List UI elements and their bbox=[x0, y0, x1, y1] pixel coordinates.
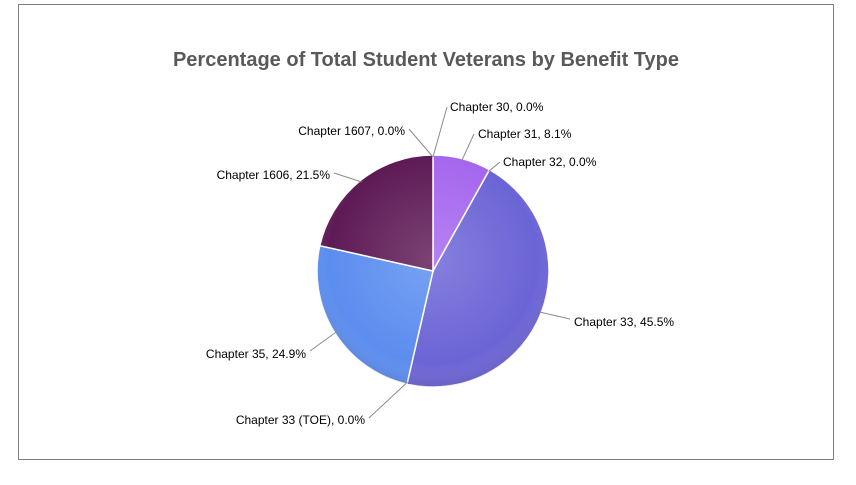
leader-line-chapter-33 bbox=[539, 311, 571, 320]
leader-line-chapter-1607 bbox=[408, 128, 434, 158]
leader-line-chapter-30 bbox=[432, 106, 448, 158]
data-label-chapter-32: Chapter 32, 0.0% bbox=[503, 155, 597, 169]
chart-title: Percentage of Total Student Veterans by … bbox=[172, 49, 680, 71]
data-label-chapter-1606: Chapter 1606, 21.5% bbox=[217, 168, 331, 182]
pie-labels: Chapter 30, 0.0% Chapter 31, 8.1% Chapter … bbox=[206, 100, 674, 427]
leader-line-chapter-33-toe bbox=[368, 381, 408, 419]
data-label-chapter-35: Chapter 35, 24.9% bbox=[206, 347, 306, 361]
data-label-chapter-33: Chapter 33, 45.5% bbox=[574, 315, 674, 329]
data-label-chapter-31: Chapter 31, 8.1% bbox=[478, 127, 572, 141]
leader-line-chapter-31 bbox=[461, 133, 475, 161]
leader-line-chapter-1606 bbox=[333, 172, 362, 183]
leader-line-chapter-32 bbox=[488, 161, 501, 172]
data-label-chapter-30: Chapter 30, 0.0% bbox=[450, 100, 544, 114]
data-label-chapter-33-toe: Chapter 33 (TOE), 0.0% bbox=[236, 413, 366, 427]
data-label-chapter-1607: Chapter 1607, 0.0% bbox=[298, 124, 405, 138]
leader-line-chapter-35 bbox=[309, 331, 337, 352]
pie-slices bbox=[316, 154, 550, 388]
